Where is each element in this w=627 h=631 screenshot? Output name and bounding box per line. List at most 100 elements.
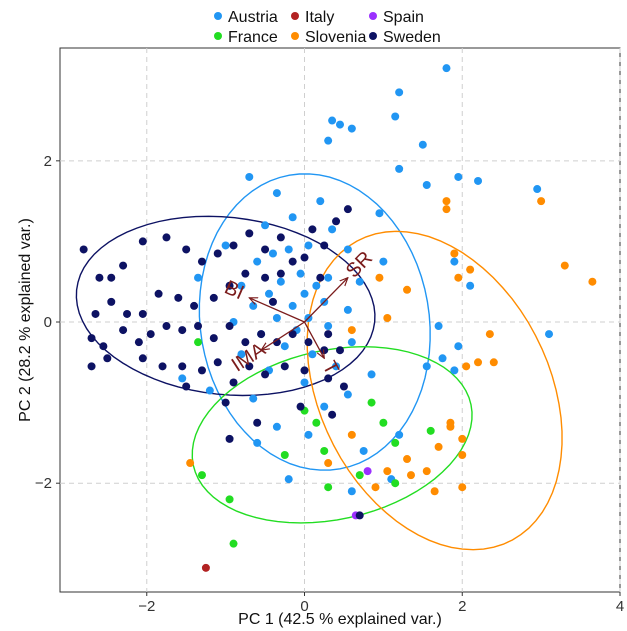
point-sweden xyxy=(138,354,147,363)
legend-label-italy: Italy xyxy=(305,9,334,26)
legend-label-france: France xyxy=(228,29,278,46)
point-sweden xyxy=(87,334,96,343)
point-austria xyxy=(355,277,364,286)
point-slovenia xyxy=(462,362,471,371)
point-sweden xyxy=(296,402,305,411)
point-slovenia xyxy=(454,273,463,282)
point-sweden xyxy=(332,217,341,226)
point-sweden xyxy=(225,434,234,443)
point-austria xyxy=(324,136,333,145)
point-austria xyxy=(332,362,341,371)
point-sweden xyxy=(343,205,352,214)
legend-label-slovenia: Slovenia xyxy=(305,29,366,46)
grid-lines xyxy=(60,48,621,592)
point-austria xyxy=(434,322,443,331)
point-austria xyxy=(474,176,483,185)
point-austria xyxy=(533,185,542,194)
point-slovenia xyxy=(371,483,380,492)
point-austria xyxy=(312,281,321,290)
point-sweden xyxy=(103,354,112,363)
x-tick-label: 0 xyxy=(300,598,308,615)
point-slovenia xyxy=(383,313,392,322)
point-austria xyxy=(466,281,475,290)
legend: Austria Italy Spain France Slovenia Sweden xyxy=(214,9,441,46)
point-austria xyxy=(276,277,285,286)
point-slovenia xyxy=(375,273,384,282)
point-slovenia xyxy=(406,471,415,480)
point-austria xyxy=(418,140,427,149)
point-sweden xyxy=(95,273,104,282)
point-sweden xyxy=(178,326,187,335)
point-austria xyxy=(395,88,404,97)
y-axis-ticks: −2 0 2 xyxy=(35,153,60,492)
point-sweden xyxy=(288,257,297,266)
point-sweden xyxy=(245,362,254,371)
point-austria xyxy=(308,350,317,359)
point-austria xyxy=(221,241,230,250)
point-sweden xyxy=(194,322,203,331)
y-axis-title: PC 2 (28.2 % explained var.) xyxy=(17,218,34,422)
point-austria xyxy=(454,342,463,351)
point-austria xyxy=(249,301,258,310)
point-sweden xyxy=(91,309,100,318)
loading-arrow-bi xyxy=(249,298,305,323)
point-austria xyxy=(237,350,246,359)
point-sweden xyxy=(280,362,289,371)
point-sweden xyxy=(272,338,281,347)
point-sweden xyxy=(154,289,163,298)
point-austria xyxy=(300,378,309,387)
point-sweden xyxy=(245,229,254,238)
point-france xyxy=(355,471,364,480)
point-sweden xyxy=(261,370,270,379)
point-sweden xyxy=(300,253,309,262)
point-sweden xyxy=(162,322,171,331)
point-austria xyxy=(324,273,333,282)
point-austria xyxy=(304,241,313,250)
point-sweden xyxy=(241,338,250,347)
point-sweden xyxy=(268,297,277,306)
point-slovenia xyxy=(474,358,483,367)
point-slovenia xyxy=(458,434,467,443)
point-austria xyxy=(343,305,352,314)
point-austria xyxy=(379,257,388,266)
point-austria xyxy=(253,438,262,447)
legend-marker-italy xyxy=(291,12,299,20)
point-sweden xyxy=(225,281,234,290)
point-sweden xyxy=(221,398,230,407)
point-sweden xyxy=(209,334,218,343)
point-sweden xyxy=(174,293,183,302)
point-austria xyxy=(422,362,431,371)
point-austria xyxy=(347,487,356,496)
point-slovenia xyxy=(458,483,467,492)
point-austria xyxy=(316,197,325,206)
point-sweden xyxy=(261,273,270,282)
point-sweden xyxy=(182,245,191,254)
point-sweden xyxy=(146,330,155,339)
point-slovenia xyxy=(442,205,451,214)
point-france xyxy=(194,338,203,347)
point-sweden xyxy=(79,245,88,254)
point-france xyxy=(280,450,289,459)
point-sweden xyxy=(138,309,147,318)
point-slovenia xyxy=(442,197,451,206)
point-slovenia xyxy=(537,197,546,206)
point-sweden xyxy=(99,342,108,351)
point-sweden xyxy=(119,261,128,270)
legend-label-austria: Austria xyxy=(228,9,278,26)
ellipse-sweden xyxy=(75,215,376,397)
point-sweden xyxy=(253,418,262,427)
point-sweden xyxy=(107,273,116,282)
point-france xyxy=(324,483,333,492)
data-points xyxy=(79,64,597,572)
point-sweden xyxy=(336,346,344,355)
point-sweden xyxy=(300,366,309,375)
x-tick-label: 4 xyxy=(616,598,624,615)
point-sweden xyxy=(276,269,285,278)
point-slovenia xyxy=(466,265,475,274)
point-sweden xyxy=(320,241,329,250)
point-slovenia xyxy=(403,285,412,294)
legend-marker-austria xyxy=(214,12,222,20)
legend-label-sweden: Sweden xyxy=(383,29,441,46)
point-austria xyxy=(442,64,451,73)
